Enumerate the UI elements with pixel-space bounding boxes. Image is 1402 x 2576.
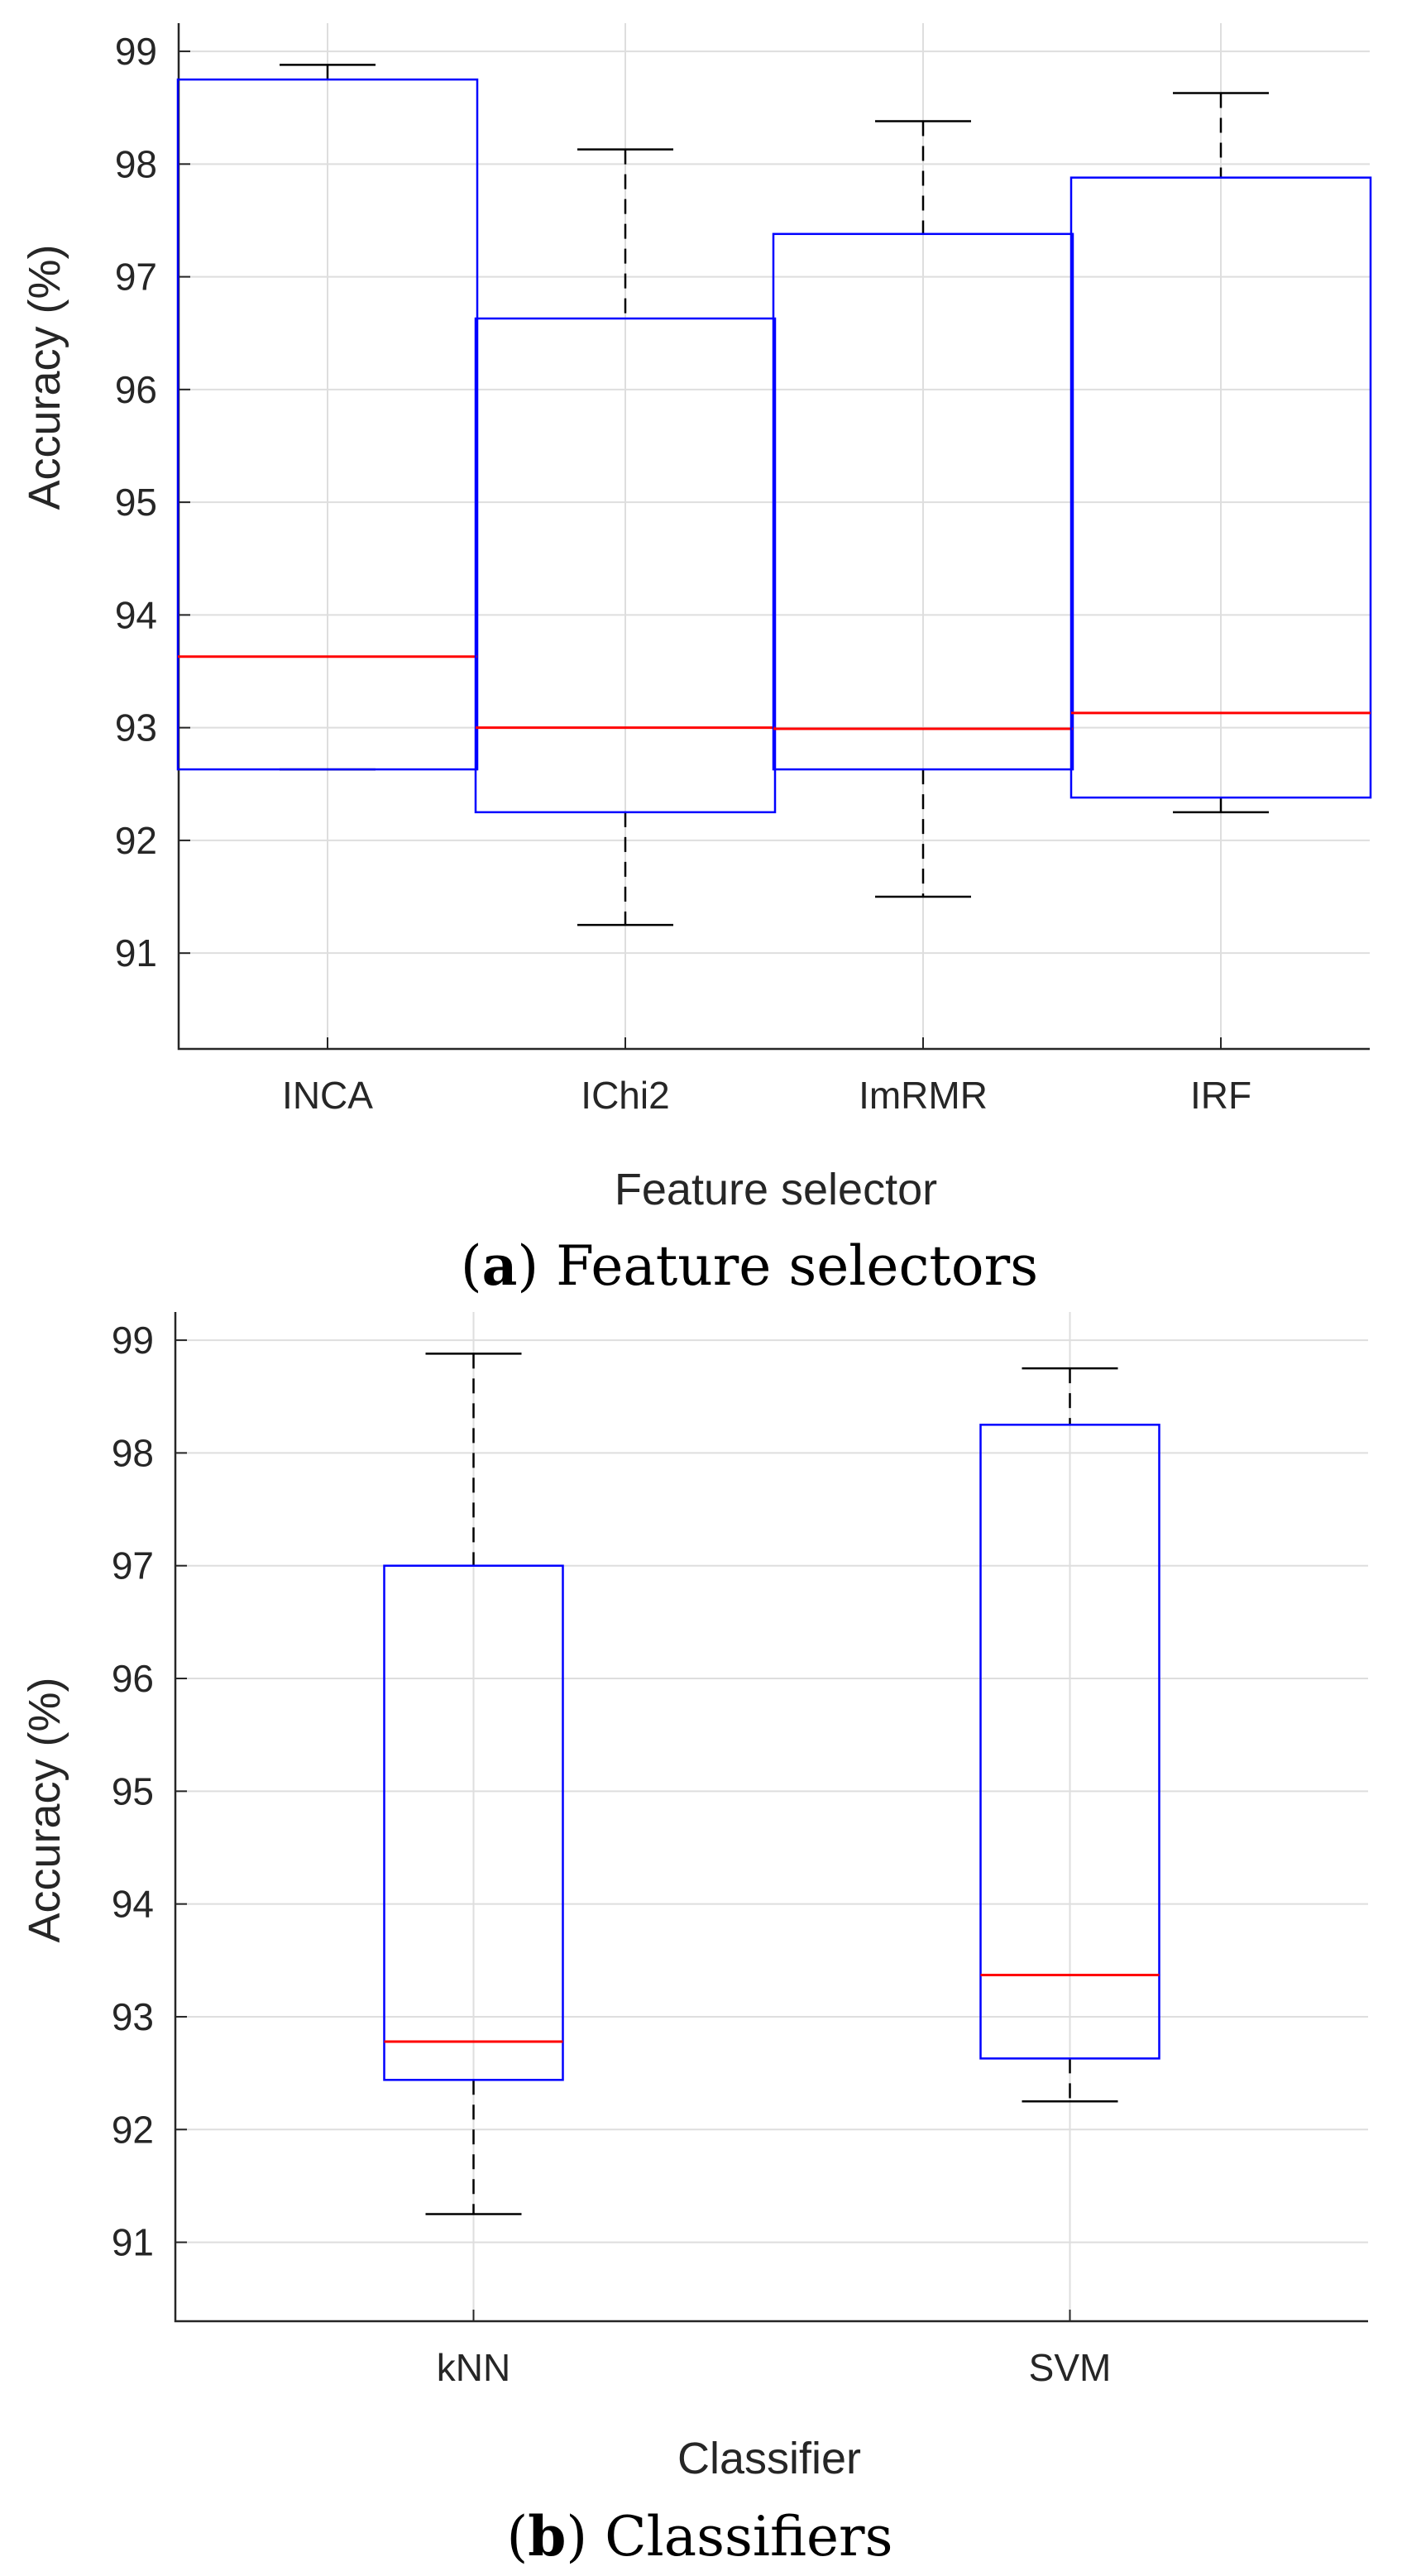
panel-a-ytick-label: 93	[115, 706, 157, 749]
panel-a-feature-selectors: Accuracy (%) Feature selector (a) Featur…	[20, 23, 1372, 1298]
panel-b-ytick-label: 96	[112, 1657, 154, 1700]
panel-b-ytick-label: 98	[112, 1431, 154, 1474]
panel-a-ytick-label: 92	[115, 819, 157, 862]
panel-a-iqr-box	[1069, 176, 1372, 799]
panel-b-caption-letter: b	[528, 2504, 566, 2569]
panel-a-xtick-label: IChi2	[581, 1074, 669, 1117]
panel-a-caption-letter: a	[482, 1233, 518, 1298]
panel-a-box-ichi2	[474, 148, 777, 926]
panel-a-xtick-label: ImRMR	[859, 1074, 988, 1117]
panel-a-ytick-label: 91	[115, 931, 157, 974]
panel-a-caption-text: Feature selectors	[556, 1234, 1038, 1298]
panel-a-xtick-label: IRF	[1190, 1074, 1251, 1117]
panel-b-grid	[175, 1312, 1368, 2321]
panel-b-box-knn	[383, 1353, 564, 2215]
panel-b-classifiers: Accuracy (%) Classifier (b) Classifiers …	[20, 1312, 1368, 2569]
panel-a-ytick-label: 99	[115, 30, 157, 73]
panel-b-ytick-label: 95	[112, 1769, 154, 1812]
panel-a-box-imrmr	[772, 120, 1074, 898]
panel-b-ytick-label: 94	[112, 1883, 154, 1926]
panel-a-ylabel: Accuracy (%)	[20, 244, 69, 510]
panel-b-ytick-label: 99	[112, 1319, 154, 1362]
panel-b-ytick-label: 92	[112, 2108, 154, 2151]
panel-a-box-inca	[176, 64, 479, 771]
panel-b-iqr-box	[979, 1424, 1160, 2060]
panel-b-ytick-label: 91	[112, 2221, 154, 2264]
panel-b-xtick-label: kNN	[437, 2346, 510, 2389]
panel-a-xtick-label: INCA	[282, 1074, 373, 1117]
panel-b-caption: (b) Classifiers	[507, 2504, 893, 2569]
panel-a-ytick-label: 96	[115, 368, 157, 411]
panel-b-caption-text: Classifiers	[605, 2505, 892, 2569]
panel-a-box-irf	[1069, 92, 1372, 814]
panel-a-caption: (a) Feature selectors	[461, 1233, 1038, 1298]
panel-b-xtick-label: SVM	[1029, 2346, 1112, 2389]
panel-a-iqr-box	[474, 317, 777, 814]
panel-b-xlabel: Classifier	[677, 2434, 861, 2483]
panel-b-iqr-box	[383, 1564, 564, 2081]
panel-a-ytick-label: 97	[115, 256, 157, 299]
panel-a-ytick-label: 94	[115, 593, 157, 636]
panel-a-iqr-box	[772, 232, 1074, 771]
panel-a-ytick-label: 95	[115, 481, 157, 524]
panel-b-ylabel: Accuracy (%)	[20, 1677, 69, 1942]
panel-a-xlabel: Feature selector	[615, 1165, 937, 1214]
panel-b-ytick-label: 93	[112, 1995, 154, 2038]
panel-b-axes	[174, 1312, 1368, 2323]
panel-a-ytick-label: 98	[115, 142, 157, 185]
panel-b-box-svm	[979, 1367, 1160, 2103]
panel-b-ytick-label: 97	[112, 1544, 154, 1587]
panel-a-iqr-box	[176, 78, 479, 771]
